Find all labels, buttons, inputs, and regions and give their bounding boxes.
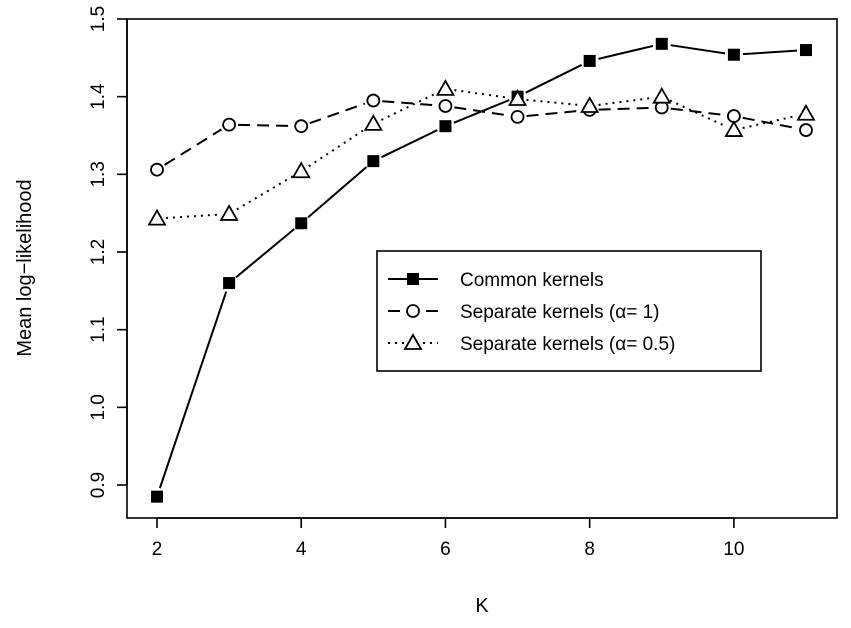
series-2-line-segment xyxy=(454,106,509,117)
y-tick-label: 0.9 xyxy=(88,472,109,498)
x-tick-label: 2 xyxy=(152,539,163,560)
legend-label: Common kernels xyxy=(460,270,604,291)
series-3-point xyxy=(580,96,600,113)
legend-marker xyxy=(407,273,419,285)
series-2-line-segment xyxy=(309,102,366,125)
series-3-point xyxy=(652,86,672,104)
x-tick-label: 10 xyxy=(723,539,744,560)
legend-label: Separate kernels (α= 0.5) xyxy=(460,334,675,355)
legend-label: Separate kernels (α= 1) xyxy=(460,302,660,323)
legend: Common kernels Separate kernels (α= 1) Sep… xyxy=(376,250,762,372)
y-tick-label: 1.4 xyxy=(88,83,109,110)
legend-box xyxy=(376,250,762,372)
series-1-line-segment xyxy=(598,44,654,60)
x-tick-label: 4 xyxy=(296,539,307,560)
series-1-point xyxy=(151,490,163,503)
legend-marker xyxy=(403,333,423,350)
series-1-line-segment xyxy=(235,228,295,279)
series-2-line-segment xyxy=(598,106,653,111)
series-3-point xyxy=(435,79,455,96)
y-tick-label: 1.3 xyxy=(88,161,109,187)
series-3-point xyxy=(724,120,744,137)
series-2-point xyxy=(366,93,381,108)
series-2 xyxy=(150,93,813,177)
series-2-point xyxy=(222,117,237,132)
series-2-point xyxy=(294,119,309,134)
series-3-line-segment xyxy=(598,96,653,106)
series-3-line-segment xyxy=(454,89,509,99)
x-axis: 2 4 6 8 10 xyxy=(152,517,744,560)
series-3 xyxy=(147,79,816,226)
series-3-line-segment xyxy=(308,127,367,168)
series-2-point xyxy=(510,109,525,124)
series-1-line-segment xyxy=(742,49,798,56)
series-1-line-segment xyxy=(380,129,438,159)
y-tick-label: 1.2 xyxy=(88,239,109,265)
y-axis-title: Mean log−likelihood xyxy=(14,179,36,356)
series-3-point xyxy=(291,161,311,179)
series-1-point xyxy=(655,37,668,50)
series-3-point xyxy=(796,103,816,121)
series-2-point xyxy=(150,162,164,177)
series-1-point xyxy=(367,155,380,168)
series-2-line-segment xyxy=(238,123,293,127)
series-1-line-segment xyxy=(307,166,368,219)
series-1-line-segment xyxy=(525,64,583,94)
series-1-point xyxy=(439,120,452,133)
series-2-line-segment xyxy=(526,109,581,117)
series-1-line-segment xyxy=(670,44,726,55)
series-3-point xyxy=(508,89,528,106)
series-3-line-segment xyxy=(165,213,221,220)
y-tick-label: 1.0 xyxy=(88,394,109,420)
series-1-point xyxy=(223,277,236,290)
x-tick-label: 6 xyxy=(440,539,451,560)
series-1-point xyxy=(727,48,740,61)
x-tick-label: 8 xyxy=(584,539,595,560)
series-1-point xyxy=(800,44,812,57)
y-tick-label: 1.1 xyxy=(88,316,109,342)
y-axis: 0.9 1.0 1.1 1.2 1.3 1.4 1.5 xyxy=(88,6,128,498)
series-3-line-segment xyxy=(236,174,294,211)
series-1-point xyxy=(295,217,308,230)
series-3-line-segment xyxy=(380,91,438,121)
series-2-point xyxy=(438,99,453,113)
series-3-line-segment xyxy=(526,98,581,107)
series-2-line-segment xyxy=(164,128,223,166)
legend-marker xyxy=(406,304,420,318)
series-layer xyxy=(147,37,816,503)
series-3-point xyxy=(363,114,383,131)
series-2-line-segment xyxy=(382,100,437,107)
y-tick-label: 1.5 xyxy=(88,6,109,32)
series-2-line-segment xyxy=(670,107,726,117)
series-3-point xyxy=(147,208,167,226)
series-1-line-segment xyxy=(158,291,228,489)
series-2-point xyxy=(799,123,813,137)
series-1 xyxy=(151,37,812,503)
series-2-line-segment xyxy=(742,116,798,130)
x-axis-title: K xyxy=(475,595,489,617)
series-3-point xyxy=(219,204,239,221)
series-1-point xyxy=(583,54,596,67)
